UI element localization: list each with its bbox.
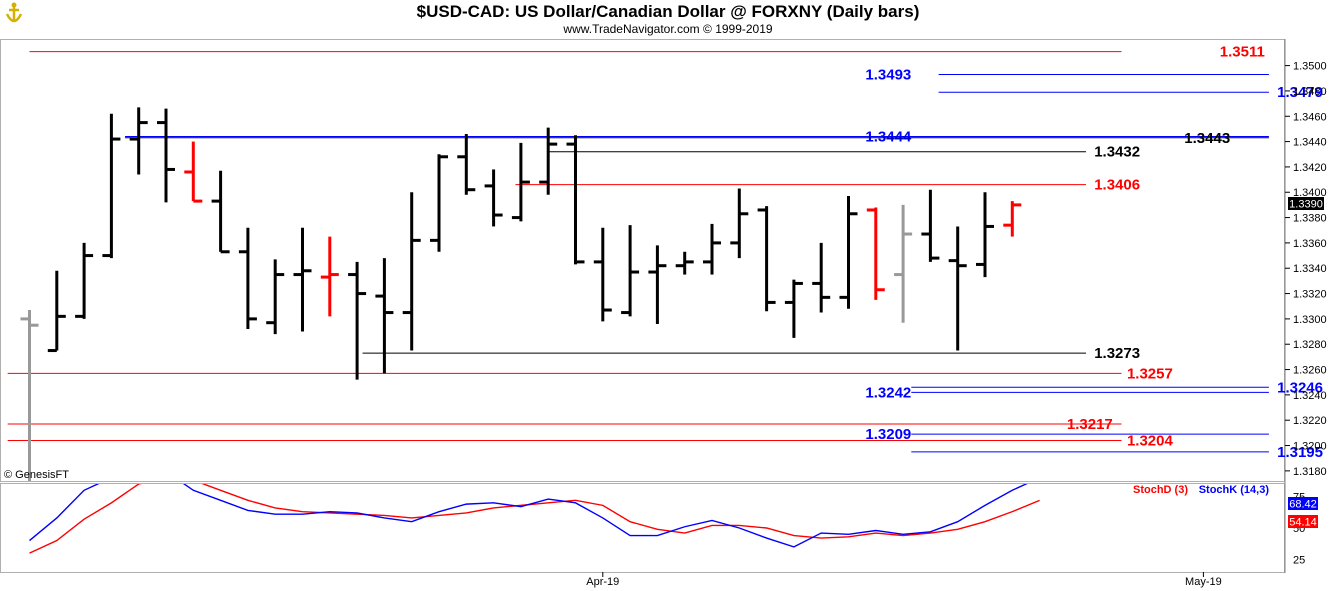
y-tick-label: 1.3180 — [1293, 466, 1327, 478]
ohlc-bar — [457, 133, 476, 195]
ohlc-bar — [293, 227, 312, 332]
level-label-1.3493: 1.3493 — [865, 66, 911, 83]
ohlc-bar — [402, 192, 421, 351]
stochd-value: 54.14 — [1289, 517, 1317, 529]
y-tick-label: 1.3480 — [1293, 86, 1327, 98]
y-tick-label: 1.3200 — [1293, 441, 1327, 453]
level-label-1.3432: 1.3432 — [1094, 144, 1140, 161]
ohlc-bar — [157, 108, 175, 203]
price-axis: 1.3180 1.3200 1.3220 1.3240 1.3260 1.3280 1.33… — [1285, 61, 1327, 478]
level-label-1.3444: 1.3444 — [865, 129, 912, 146]
last-price-label: 1.3390 — [1289, 199, 1323, 211]
stochd-line — [29, 484, 1040, 554]
ohlc-bar — [648, 245, 667, 324]
y-tick-label: 1.3400 — [1293, 187, 1327, 199]
y-tick-label: 1.3320 — [1293, 289, 1327, 301]
y-tick-label: 1.3300 — [1293, 314, 1327, 326]
level-label-1.3479: 1.3479 — [1277, 84, 1323, 101]
ohlc-bar — [320, 236, 339, 317]
ohlc-bar — [948, 226, 967, 351]
stochk-value-box — [1288, 497, 1318, 510]
level-label-1.3242: 1.3242 — [865, 384, 911, 401]
level-label-1.3406: 1.3406 — [1094, 177, 1140, 194]
ohlc-bar — [511, 142, 530, 222]
stochd-value-box — [1288, 515, 1318, 528]
ohlc-bar — [348, 261, 367, 380]
ohlc-bar — [730, 188, 749, 259]
stochk-legend: StochK (14,3) — [1199, 484, 1270, 496]
ohlc-bar — [430, 154, 448, 252]
y-tick-label: 1.3420 — [1293, 162, 1327, 174]
level-label-1.3209: 1.3209 — [865, 426, 911, 443]
y-tick-label: 1.3220 — [1293, 415, 1327, 427]
stochd-legend: StochD (3) — [1133, 484, 1188, 496]
y-tick-label: 1.3460 — [1293, 111, 1327, 123]
ohlc-bar — [593, 227, 612, 322]
level-label-1.3204: 1.3204 — [1127, 432, 1174, 449]
ohlc-bar — [375, 258, 394, 374]
level-label-1.3195: 1.3195 — [1277, 444, 1323, 461]
ohlc-bar — [812, 242, 831, 313]
level-label-1.3273: 1.3273 — [1094, 345, 1140, 362]
y-tick-label: 1.3500 — [1293, 61, 1327, 73]
y-tick-label: 1.3340 — [1293, 263, 1327, 275]
ohlc-bar — [266, 259, 285, 335]
y-tick-label: 1.3240 — [1293, 390, 1327, 402]
level-label-1.3443: 1.3443 — [1184, 130, 1230, 147]
ohlc-bar — [47, 270, 66, 353]
ohlc-bar — [184, 141, 203, 203]
y-tick-label: 1.3280 — [1293, 339, 1327, 351]
support-resistance-levels: 1.3511 1.3493 1.3479 1.3444 1.3443 1.3432 1.34… — [7, 44, 1323, 461]
ohlc-bar — [839, 196, 858, 309]
ohlc-bar — [976, 192, 994, 278]
ohlc-bars — [20, 107, 1022, 481]
chart-title: $USD-CAD: US Dollar/Canadian Dollar @ FO… — [417, 2, 920, 21]
y-tick-label: 1.3360 — [1293, 238, 1327, 250]
ohlc-bar — [703, 223, 721, 275]
ohlc-bar — [238, 227, 257, 330]
ohlc-bar — [621, 225, 640, 317]
chart-subtitle: www.TradeNavigator.com © 1999-2019 — [562, 22, 772, 36]
y-tick-label: 1.3440 — [1293, 137, 1327, 149]
ohlc-bar — [20, 310, 39, 481]
ohlc-bar — [784, 279, 803, 338]
ohlc-bar — [566, 135, 585, 265]
x-tick-label: May-19 — [1185, 576, 1222, 588]
ohlc-bar — [894, 204, 913, 323]
ohlc-bar — [757, 206, 776, 312]
ohlc-bar — [539, 127, 558, 195]
ohlc-bar — [1003, 201, 1022, 237]
last-price-box — [1288, 197, 1324, 210]
stochk-line — [29, 484, 1028, 548]
level-label-1.3511: 1.3511 — [1220, 44, 1265, 61]
ohlc-bar — [866, 207, 885, 300]
ohlc-bar — [675, 251, 694, 275]
ohlc-bar — [102, 113, 121, 259]
level-label-1.3217: 1.3217 — [1067, 416, 1113, 433]
x-tick-label: Apr-19 — [586, 576, 619, 588]
y-tick-label: 1.3260 — [1293, 365, 1327, 377]
y-tick-label: 1.3380 — [1293, 213, 1327, 225]
ohlc-bar — [921, 189, 940, 262]
date-axis: Apr-19 May-19 — [586, 572, 1222, 588]
level-label-1.3246: 1.3246 — [1277, 379, 1323, 396]
ship-anchor-icon — [5, 2, 23, 23]
stoch-tick-label: 25 — [1293, 554, 1305, 566]
genesis-watermark: © GenesisFT — [4, 469, 69, 481]
stochk-value: 68.42 — [1289, 499, 1317, 511]
ohlc-bar — [129, 107, 148, 175]
ohlc-bar — [211, 170, 230, 254]
ohlc-bar — [75, 242, 94, 319]
ohlc-bar — [484, 169, 503, 227]
level-label-1.3257: 1.3257 — [1127, 365, 1173, 382]
